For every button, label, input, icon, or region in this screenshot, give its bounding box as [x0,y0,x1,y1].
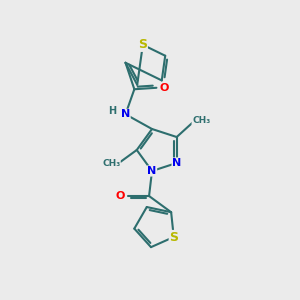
Text: H: H [108,106,116,116]
Text: N: N [172,158,181,168]
Text: N: N [147,166,157,176]
Text: CH₃: CH₃ [192,116,210,125]
Text: S: S [169,230,178,244]
Text: N: N [121,109,130,119]
Text: O: O [116,191,125,201]
Text: O: O [159,83,169,93]
Text: S: S [138,38,147,51]
Text: CH₃: CH₃ [102,159,120,168]
